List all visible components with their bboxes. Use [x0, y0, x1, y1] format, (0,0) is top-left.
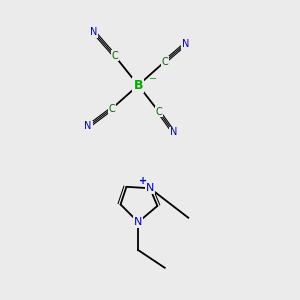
- Text: N: N: [90, 27, 98, 37]
- Text: N: N: [146, 183, 154, 193]
- Text: C: C: [155, 107, 162, 117]
- Text: C: C: [111, 51, 118, 61]
- Text: N: N: [182, 39, 189, 49]
- Text: N: N: [85, 122, 92, 131]
- Text: B: B: [134, 79, 143, 92]
- Text: N: N: [170, 127, 177, 137]
- Text: N: N: [134, 217, 142, 227]
- Text: C: C: [108, 104, 115, 114]
- Text: C: C: [161, 57, 168, 67]
- Text: −: −: [148, 74, 157, 84]
- Text: +: +: [139, 176, 147, 186]
